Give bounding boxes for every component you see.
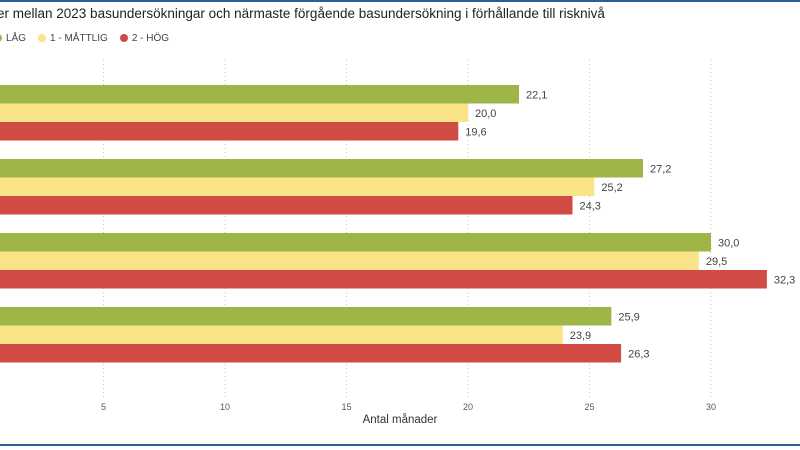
data-label-2-group-4: 23,9 [570, 330, 591, 342]
x-tick-label-15: 15 [341, 402, 351, 412]
bar-1-group-2 [0, 159, 643, 178]
bar-1-group-1 [0, 85, 520, 104]
x-tick-label-10: 10 [220, 402, 230, 412]
bar-3-group-1 [0, 122, 459, 141]
frame-bottom-border [0, 444, 800, 446]
bar-2-group-3 [0, 251, 699, 270]
legend: LÅG 1 - MÅTTLIG 2 - HÖG [0, 30, 181, 46]
bar-3-group-3 [0, 270, 767, 289]
bar-2-group-2 [0, 177, 595, 196]
data-label-3-group-4: 26,3 [628, 348, 649, 360]
data-label-1-group-1: 22,1 [526, 89, 547, 101]
legend-label-mattlig: 1 - MÅTTLIG [50, 32, 108, 44]
bar-3-group-2 [0, 196, 573, 215]
bar-3-group-4 [0, 344, 622, 363]
bar-2-group-1 [0, 103, 468, 122]
data-label-3-group-3: 32,3 [774, 274, 795, 286]
bar-1-group-4 [0, 307, 612, 326]
data-label-1-group-4: 25,9 [618, 311, 639, 323]
data-label-3-group-2: 24,3 [579, 200, 600, 212]
x-tick-label-30: 30 [706, 402, 716, 412]
chart-title: er mellan 2023 basundersökningar och när… [0, 6, 605, 21]
x-tick-label-25: 25 [584, 402, 594, 412]
legend-item-hog: 2 - HÖG [119, 32, 170, 44]
legend-dot-hog [119, 34, 128, 42]
x-axis-label: Antal månader [362, 414, 438, 426]
legend-label-hog: 2 - HÖG [131, 32, 170, 44]
x-tick-label-20: 20 [463, 402, 473, 412]
data-label-2-group-2: 25,2 [601, 182, 622, 194]
legend-dot-lag [0, 34, 2, 42]
data-label-3-group-1: 19,6 [465, 126, 486, 138]
legend-item-lag: LÅG [0, 33, 26, 44]
data-label-2-group-1: 20,0 [475, 108, 496, 120]
data-label-1-group-3: 30,0 [718, 237, 739, 249]
frame-top-border [0, 0, 800, 2]
data-label-2-group-3: 29,5 [706, 256, 727, 268]
legend-dot-mattlig [38, 34, 47, 42]
legend-item-mattlig: 1 - MÅTTLIG [38, 33, 108, 44]
data-label-1-group-2: 27,2 [650, 163, 671, 175]
bar-1-group-3 [0, 233, 711, 252]
x-tick-label-5: 5 [101, 402, 106, 412]
bar-2-group-4 [0, 325, 563, 344]
legend-label-lag: LÅG [6, 32, 27, 44]
